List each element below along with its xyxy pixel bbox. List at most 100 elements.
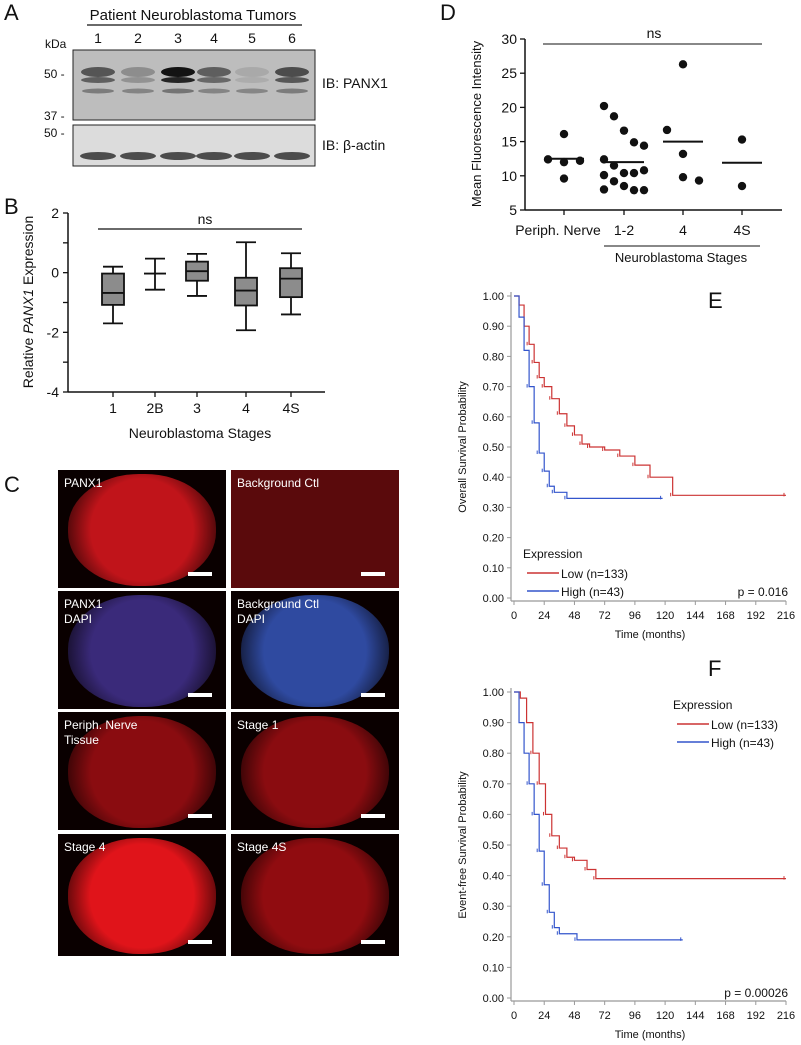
panel-label-e: E	[708, 288, 723, 313]
panx1-band-mid	[197, 77, 231, 83]
micrograph: Periph. Nerve Tissue	[58, 712, 226, 830]
x-tick-label: 144	[686, 610, 704, 622]
micrograph-label: PANX1 DAPI	[64, 597, 103, 626]
lane-number: 4	[210, 30, 218, 46]
data-point	[599, 170, 609, 180]
panx1-band-upper	[121, 67, 155, 77]
p-value: p = 0.00026	[724, 986, 788, 1000]
y-axis-label-part: PANX1	[20, 289, 36, 334]
x-tick-label: 120	[656, 1010, 674, 1022]
panx1-band-upper	[161, 67, 195, 77]
data-point	[678, 60, 688, 69]
x-tick-label: 4S	[733, 222, 750, 238]
lane-number: 1	[94, 30, 102, 46]
legend-item: Low (n=133)	[711, 718, 778, 732]
panx1-band-mid	[121, 77, 155, 83]
tissue-section	[241, 716, 389, 828]
x-tick-label: 0	[511, 610, 517, 622]
panx1-band-lower	[122, 88, 154, 94]
x-tick-label: 144	[686, 1010, 704, 1022]
actin-blot	[72, 124, 316, 167]
y-axis-label: Event-free Survival Probability	[457, 771, 469, 919]
y-tick-label: -2	[47, 324, 60, 340]
legend-item: High (n=43)	[561, 585, 624, 599]
x-tick-label: Periph. Nerve	[515, 222, 601, 238]
panel-label-a: A	[4, 0, 19, 25]
significance-label: ns	[198, 211, 213, 227]
blot-title: Patient Neuroblastoma Tumors	[90, 7, 297, 24]
panx1-band-upper	[81, 67, 115, 77]
micrograph: PANX1 DAPI	[58, 591, 226, 709]
x-tick-label: 4S	[282, 400, 299, 416]
ib-panx1-label: IB: PANX1	[322, 75, 388, 91]
data-point	[737, 135, 747, 144]
tissue-section	[241, 595, 389, 707]
y-axis-label: Relative PANX1 Expression	[20, 216, 36, 389]
actin-band	[160, 152, 196, 160]
y-tick-label: 25	[501, 65, 517, 81]
data-point	[559, 129, 569, 139]
x-tick-label: 24	[538, 610, 550, 622]
panx1-band-lower	[276, 88, 308, 94]
x-tick-label: 1	[109, 400, 117, 416]
y-tick-label: 0.00	[483, 993, 504, 1005]
y-tick-label: 0.70	[483, 779, 504, 791]
x-tick-label: 3	[193, 400, 201, 416]
y-tick-label: 0.20	[483, 533, 504, 545]
panx1-band-lower	[82, 88, 114, 94]
box	[101, 272, 125, 306]
x-axis-label: Time (months)	[615, 1029, 686, 1041]
data-point	[639, 141, 649, 150]
panx1-band-mid	[275, 77, 309, 83]
y-axis-label: Mean Fluorescence Intensity	[469, 40, 484, 207]
x-tick-label: 24	[538, 1010, 550, 1022]
x-tick-label: 1-2	[614, 222, 634, 238]
panx1-band-mid	[81, 77, 115, 83]
data-point	[619, 126, 629, 135]
micrograph: Stage 1	[231, 712, 399, 830]
y-tick-label: 0.40	[483, 472, 504, 484]
legend-item: Low (n=133)	[561, 567, 628, 581]
y-tick-label: 0.50	[483, 442, 504, 454]
group-label: Neuroblastoma Stages	[615, 250, 748, 265]
data-point	[609, 161, 619, 170]
p-value: p = 0.016	[738, 585, 789, 599]
x-tick-label: 216	[777, 610, 795, 622]
x-tick-label: 192	[747, 1010, 765, 1022]
y-tick-label: 0.50	[483, 840, 504, 852]
ib-actin-label: IB: β-actin	[322, 137, 385, 153]
data-point	[694, 176, 704, 185]
micrograph-label: Background Ctl	[237, 476, 320, 490]
y-tick-label: 0	[51, 265, 59, 281]
micrograph-label: Stage 4S	[237, 840, 287, 854]
actin-band	[234, 152, 270, 160]
scale-bar	[188, 693, 212, 697]
x-axis-label: Time (months)	[615, 629, 686, 641]
panx1-band-upper	[235, 67, 269, 77]
micrograph: Background Ctl	[231, 470, 399, 588]
scale-bar	[361, 940, 385, 944]
box-plot-b: 2 0 -2 -4 Relative PANX1 Expression Neuroblas…	[20, 205, 325, 441]
y-axis-label: Overall Survival Probability	[457, 381, 469, 513]
x-tick-label: 72	[599, 1010, 611, 1022]
data-point	[629, 138, 639, 147]
data-point	[737, 181, 747, 191]
y-tick-label: 2	[51, 205, 59, 221]
panel-label-f: F	[708, 656, 721, 681]
data-point	[678, 149, 688, 159]
y-tick-label: 0.40	[483, 871, 504, 883]
x-tick-label: 192	[747, 610, 765, 622]
x-tick-label: 48	[568, 1010, 580, 1022]
lane-number: 5	[248, 30, 256, 46]
legend-title: Expression	[523, 547, 582, 561]
x-tick-label: 216	[777, 1010, 795, 1022]
tissue-section	[68, 838, 216, 954]
x-tick-label: 120	[656, 610, 674, 622]
panx1-band-lower	[236, 88, 268, 94]
tissue-section	[68, 474, 216, 586]
survival-curve-high	[514, 691, 683, 941]
scale-bar	[188, 814, 212, 818]
y-tick-label: 0.00	[483, 593, 504, 605]
y-tick-label: 0.30	[483, 901, 504, 913]
